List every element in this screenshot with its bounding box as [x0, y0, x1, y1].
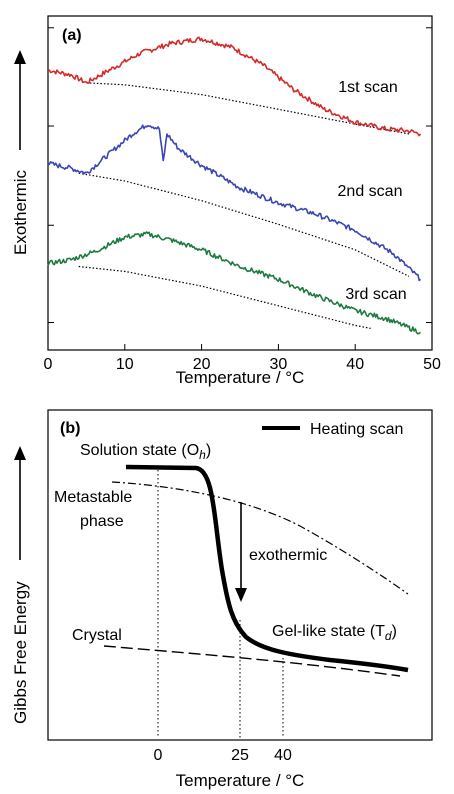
series-label: 3rd scan: [345, 286, 406, 303]
metastable-phase-line-1: Metastable: [54, 489, 132, 506]
panel-b-x-tick-40: 40: [274, 747, 292, 764]
panel-a-x-tick-label: 50: [423, 356, 441, 373]
panel-a-y-arrow-head: [14, 50, 26, 64]
metastable-phase-line-2: phase: [80, 513, 124, 530]
series-baseline: [78, 265, 371, 329]
panel-b-label: (b): [60, 420, 80, 437]
panel-b: (b) Heating scan Solution state (Oh) Met…: [11, 409, 433, 790]
panel-a-x-tick-label: 20: [193, 356, 211, 373]
panel-b-y-axis-title: Gibbs Free Energy: [11, 446, 30, 724]
series-label: 2nd scan: [338, 183, 403, 200]
panel-a-frame: [47, 15, 433, 351]
panel-a-y-axis-title: Exothermic: [11, 50, 30, 255]
panel-b-y-axis-text: Gibbs Free Energy: [11, 581, 30, 724]
exothermic-arrow-head: [235, 588, 247, 602]
solution-state-label: Solution state (Oh): [80, 442, 211, 462]
crystal-label: Crystal: [72, 627, 122, 644]
series-line: [47, 231, 422, 335]
panel-a-series: 1st scan 2nd scan 3rd scan: [47, 36, 422, 335]
gel-like-state-label: Gel-like state (Td): [272, 623, 397, 643]
panel-b-x-tick-0: 0: [154, 747, 163, 764]
panel-a-x-axis-title: Temperature / °C: [176, 368, 305, 387]
crystal-curve: [103, 645, 401, 677]
series-label: 1st scan: [338, 79, 398, 96]
metastable-phase-label: Metastable phase: [54, 489, 137, 530]
series-line: [47, 124, 422, 282]
panel-a: (a) 0 10 20 30 40 50 1st scan 2nd scan 3rd scan…: [11, 15, 441, 387]
series-baseline: [78, 172, 410, 277]
panel-a-y-ticks: [48, 27, 432, 323]
panel-a-x-tick-label: 0: [44, 356, 53, 373]
panel-b-x-axis-title: Temperature / °C: [176, 771, 305, 790]
panel-a-x-tick-label: 10: [116, 356, 134, 373]
panel-b-y-arrow-head: [14, 446, 26, 460]
exothermic-label: exothermic: [249, 547, 327, 564]
heating-scan-curve: [125, 464, 409, 673]
panel-a-label: (a): [62, 27, 82, 44]
panel-b-x-tick-25: 25: [231, 747, 249, 764]
panel-b-frame: [47, 409, 433, 741]
panel-a-x-tick-label: 40: [346, 356, 364, 373]
metastable-curve: [111, 481, 409, 595]
legend-heating-scan-label: Heating scan: [310, 421, 403, 438]
series-line: [47, 36, 422, 137]
panel-a-x-tick-label: 30: [270, 356, 288, 373]
panel-a-x-ticks: 0 10 20 30 40 50: [44, 344, 441, 373]
panel-a-y-axis-text: Exothermic: [11, 169, 30, 255]
